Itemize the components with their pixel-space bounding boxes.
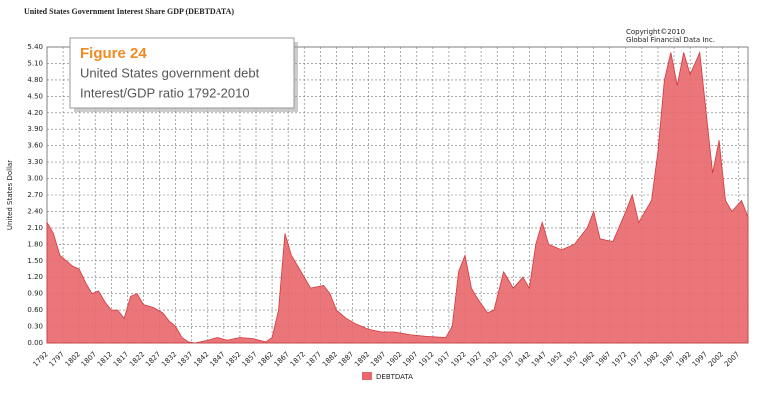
x-tick-label: 1892 xyxy=(353,350,371,368)
x-tick-label: 1932 xyxy=(482,350,500,368)
x-tick-label: 1862 xyxy=(257,350,275,368)
x-tick-label: 1937 xyxy=(498,350,516,368)
x-tick-label: 1827 xyxy=(144,350,162,368)
x-tick-label: 1807 xyxy=(80,350,98,368)
y-tick-label: 2.40 xyxy=(27,207,43,215)
x-tick-label: 1877 xyxy=(305,350,323,368)
y-tick-label: 1.80 xyxy=(27,240,43,248)
x-tick-label: 1867 xyxy=(273,350,291,368)
y-tick-label: 3.00 xyxy=(27,175,43,183)
figure-label: Figure 24 xyxy=(80,45,147,62)
x-tick-label: 1987 xyxy=(659,350,677,368)
x-tick-label: 1842 xyxy=(192,350,210,368)
legend-label: DEBTDATA xyxy=(376,373,413,381)
x-tick-label: 1977 xyxy=(626,350,644,368)
y-tick-label: 1.20 xyxy=(27,273,43,281)
y-tick-label: 0.60 xyxy=(27,306,43,314)
y-axis-label: United States Dollar xyxy=(6,160,14,230)
x-tick-label: 1967 xyxy=(594,350,612,368)
x-tick-label: 1992 xyxy=(675,350,693,368)
x-tick-label: 1952 xyxy=(546,350,564,368)
y-tick-label: 5.40 xyxy=(27,43,43,51)
x-tick-label: 1882 xyxy=(321,350,339,368)
copyright: Global Financial Data Inc. xyxy=(626,36,715,44)
x-tick-label: 1852 xyxy=(225,350,243,368)
x-tick-label: 1837 xyxy=(176,350,194,368)
x-tick-label: 1957 xyxy=(562,350,580,368)
y-tick-label: 4.50 xyxy=(27,92,43,100)
x-tick-label: 1972 xyxy=(610,350,628,368)
x-tick-label: 1802 xyxy=(64,350,82,368)
y-tick-label: 1.50 xyxy=(27,257,43,265)
x-tick-label: 1847 xyxy=(208,350,226,368)
x-tick-label: 1907 xyxy=(401,350,419,368)
x-tick-label: 1797 xyxy=(48,350,66,368)
y-tick-label: 2.10 xyxy=(27,224,43,232)
x-tick-label: 2007 xyxy=(723,350,741,368)
y-tick-label: 0.00 xyxy=(27,339,43,347)
x-tick-label: 1832 xyxy=(160,350,178,368)
y-tick-label: 4.20 xyxy=(27,109,43,117)
y-tick-label: 4.80 xyxy=(27,76,43,84)
x-tick-label: 1997 xyxy=(691,350,709,368)
x-tick-label: 2002 xyxy=(707,350,725,368)
x-tick-label: 1817 xyxy=(112,350,130,368)
x-tick-label: 1887 xyxy=(337,350,355,368)
y-tick-label: 3.60 xyxy=(27,142,43,150)
y-tick-label: 3.30 xyxy=(27,158,43,166)
y-tick-label: 3.90 xyxy=(27,125,43,133)
x-tick-label: 1962 xyxy=(578,350,596,368)
x-tick-label: 1947 xyxy=(530,350,548,368)
figure-caption: United States government debt xyxy=(80,65,260,80)
x-tick-label: 1912 xyxy=(417,350,435,368)
y-tick-label: 0.30 xyxy=(27,323,43,331)
x-tick-label: 1902 xyxy=(385,350,403,368)
chart-title: United States Government Interest Share … xyxy=(24,7,234,16)
copyright: Copyright©2010 xyxy=(626,28,685,36)
figure-caption: Interest/GDP ratio 1792-2010 xyxy=(80,85,250,100)
x-tick-label: 1792 xyxy=(32,350,50,368)
box xyxy=(69,37,295,109)
x-tick-label: 1897 xyxy=(369,350,387,368)
y-tick-label: 2.70 xyxy=(27,191,43,199)
x-tick-label: 1922 xyxy=(450,350,468,368)
x-tick-label: 1872 xyxy=(289,350,307,368)
figure-box: Figure 24 United States government debt … xyxy=(69,37,298,112)
x-tick-label: 1857 xyxy=(241,350,259,368)
x-tick-label: 1917 xyxy=(434,350,452,368)
y-tick-label: 5.10 xyxy=(27,59,43,67)
x-tick-label: 1942 xyxy=(514,350,532,368)
x-tick-label: 1982 xyxy=(643,350,661,368)
legend-swatch xyxy=(362,372,372,380)
x-tick-label: 1822 xyxy=(128,350,146,368)
y-tick-label: 0.90 xyxy=(27,290,43,298)
x-tick-label: 1812 xyxy=(96,350,114,368)
x-tick-label: 1927 xyxy=(466,350,484,368)
area xyxy=(46,50,749,344)
